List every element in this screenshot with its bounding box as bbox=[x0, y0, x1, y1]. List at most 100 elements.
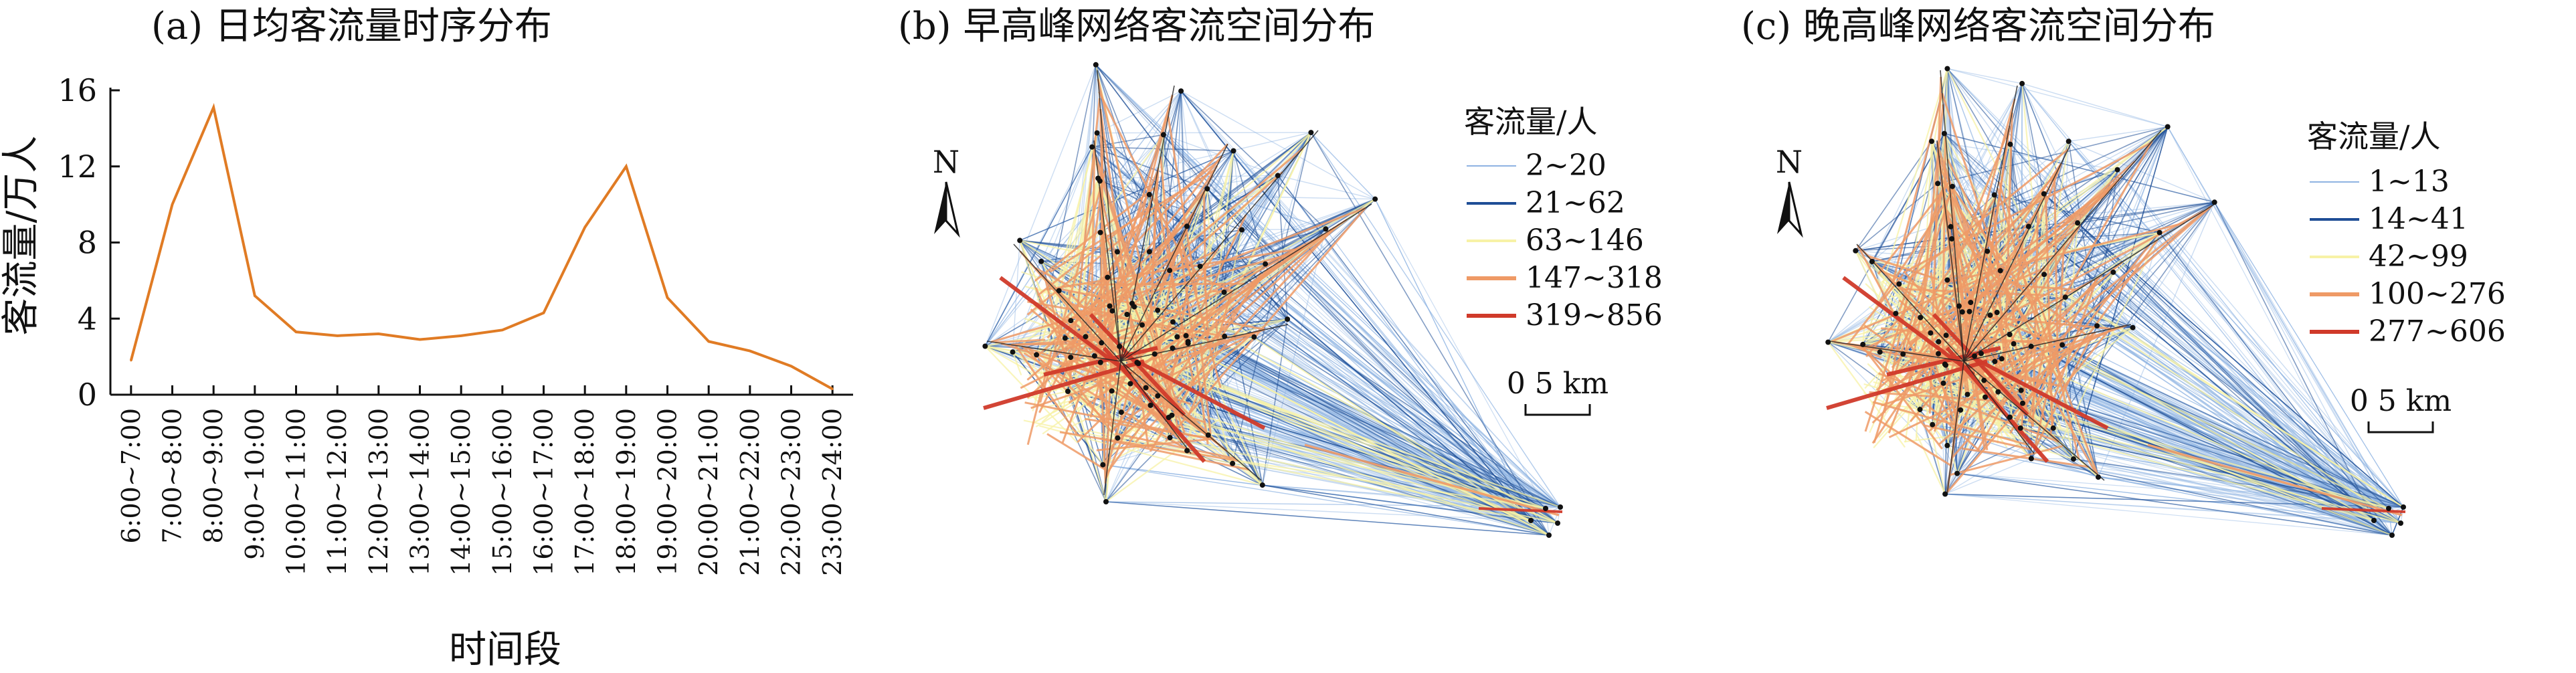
flow-line bbox=[1947, 69, 2167, 127]
station-node bbox=[1038, 259, 1044, 264]
north-label: N bbox=[933, 144, 959, 180]
y-axis-label: 客流量/万人 bbox=[0, 136, 43, 336]
x-tick-label: 10:00~11:00 bbox=[282, 408, 311, 576]
y-tick-label: 8 bbox=[78, 225, 97, 261]
station-node bbox=[1115, 436, 1120, 441]
x-tick-label: 19:00~20:00 bbox=[653, 408, 682, 576]
station-node bbox=[1546, 533, 1552, 538]
station-node bbox=[1987, 312, 1993, 318]
station-node bbox=[1143, 385, 1149, 391]
north-label: N bbox=[1776, 144, 1803, 180]
station-node bbox=[1877, 349, 1883, 355]
station-node bbox=[2389, 533, 2395, 538]
legend-label: 21~62 bbox=[1526, 186, 1625, 220]
station-node bbox=[1147, 192, 1152, 197]
station-node bbox=[2007, 332, 2013, 337]
station-node bbox=[1174, 334, 1180, 340]
station-node bbox=[2071, 456, 2076, 462]
station-node bbox=[1372, 197, 1378, 202]
legend-label: 2~20 bbox=[1526, 149, 1606, 183]
station-node bbox=[2018, 425, 2023, 431]
data-point bbox=[832, 388, 834, 390]
x-tick-label: 21:00~22:00 bbox=[735, 408, 765, 576]
station-node bbox=[2371, 518, 2377, 523]
station-node bbox=[1010, 349, 1016, 355]
station-node bbox=[1825, 340, 1831, 345]
station-node bbox=[1204, 186, 1210, 191]
station-node bbox=[1950, 184, 1955, 189]
station-node bbox=[1068, 355, 1073, 360]
station-node bbox=[1198, 264, 1203, 269]
station-node bbox=[1230, 461, 1235, 466]
station-node bbox=[1017, 237, 1022, 243]
y-tick-label: 0 bbox=[78, 377, 97, 413]
data-point bbox=[584, 226, 586, 228]
station-node bbox=[1949, 236, 1954, 242]
station-node bbox=[1869, 259, 1875, 264]
station-node bbox=[1918, 315, 1923, 320]
legend-label: 100~276 bbox=[2369, 277, 2506, 311]
station-node bbox=[1098, 360, 1103, 365]
station-node bbox=[1981, 378, 1987, 383]
station-node bbox=[2029, 456, 2034, 462]
station-node bbox=[2051, 425, 2056, 431]
series-points bbox=[130, 106, 833, 390]
station-node bbox=[1103, 499, 1109, 504]
station-node bbox=[2020, 401, 2025, 406]
network-map-svg: (b) 早高峰网络客流空间分布 N 客流量/人 2~2021~6263~1461… bbox=[890, 0, 1733, 670]
station-node bbox=[1944, 278, 1950, 283]
station-node bbox=[1972, 353, 1977, 359]
station-node bbox=[1124, 312, 1129, 317]
station-node bbox=[1960, 309, 1965, 314]
station-node bbox=[1148, 403, 1154, 408]
station-node bbox=[1893, 311, 1898, 316]
station-node bbox=[2011, 341, 2017, 347]
station-node bbox=[1117, 344, 1122, 349]
station-node bbox=[1948, 224, 1954, 229]
data-point bbox=[790, 365, 792, 367]
x-tick-label: 6:00~7:00 bbox=[116, 408, 146, 544]
data-point bbox=[749, 350, 751, 352]
station-node bbox=[1178, 88, 1184, 94]
station-node bbox=[1115, 249, 1120, 254]
data-point bbox=[213, 106, 215, 108]
station-node bbox=[1170, 346, 1175, 351]
station-node bbox=[1222, 334, 1227, 339]
station-node bbox=[1239, 227, 1245, 233]
station-node bbox=[2110, 270, 2116, 275]
station-node bbox=[1999, 356, 2005, 361]
station-node bbox=[1543, 506, 1548, 511]
station-node bbox=[1308, 130, 1313, 135]
station-node bbox=[1263, 262, 1268, 267]
station-node bbox=[1944, 443, 1950, 448]
station-node bbox=[1206, 432, 1211, 438]
data-point bbox=[337, 334, 339, 336]
station-node bbox=[1131, 304, 1137, 310]
station-node bbox=[2212, 199, 2217, 205]
data-point bbox=[625, 165, 627, 167]
flow-line bbox=[2022, 84, 2168, 127]
station-node bbox=[1944, 332, 1949, 338]
station-node bbox=[1968, 300, 1973, 305]
station-node bbox=[2157, 230, 2163, 235]
station-node bbox=[1135, 361, 1141, 366]
station-node bbox=[2026, 224, 2031, 229]
station-node bbox=[1860, 342, 1865, 347]
x-tick-label: 13:00~14:00 bbox=[405, 408, 435, 576]
station-node bbox=[1275, 173, 1281, 178]
station-node bbox=[1063, 335, 1068, 341]
station-node bbox=[1099, 340, 1104, 345]
legend-label: 1~13 bbox=[2369, 165, 2450, 199]
x-axis-label: 时间段 bbox=[449, 628, 561, 670]
x-tick-label: 12:00~13:00 bbox=[364, 408, 393, 576]
data-point bbox=[254, 295, 256, 297]
station-node bbox=[1107, 304, 1113, 309]
station-node bbox=[1105, 275, 1110, 280]
station-node bbox=[1896, 282, 1902, 287]
flow-line bbox=[1097, 132, 1311, 133]
data-point bbox=[708, 341, 710, 343]
